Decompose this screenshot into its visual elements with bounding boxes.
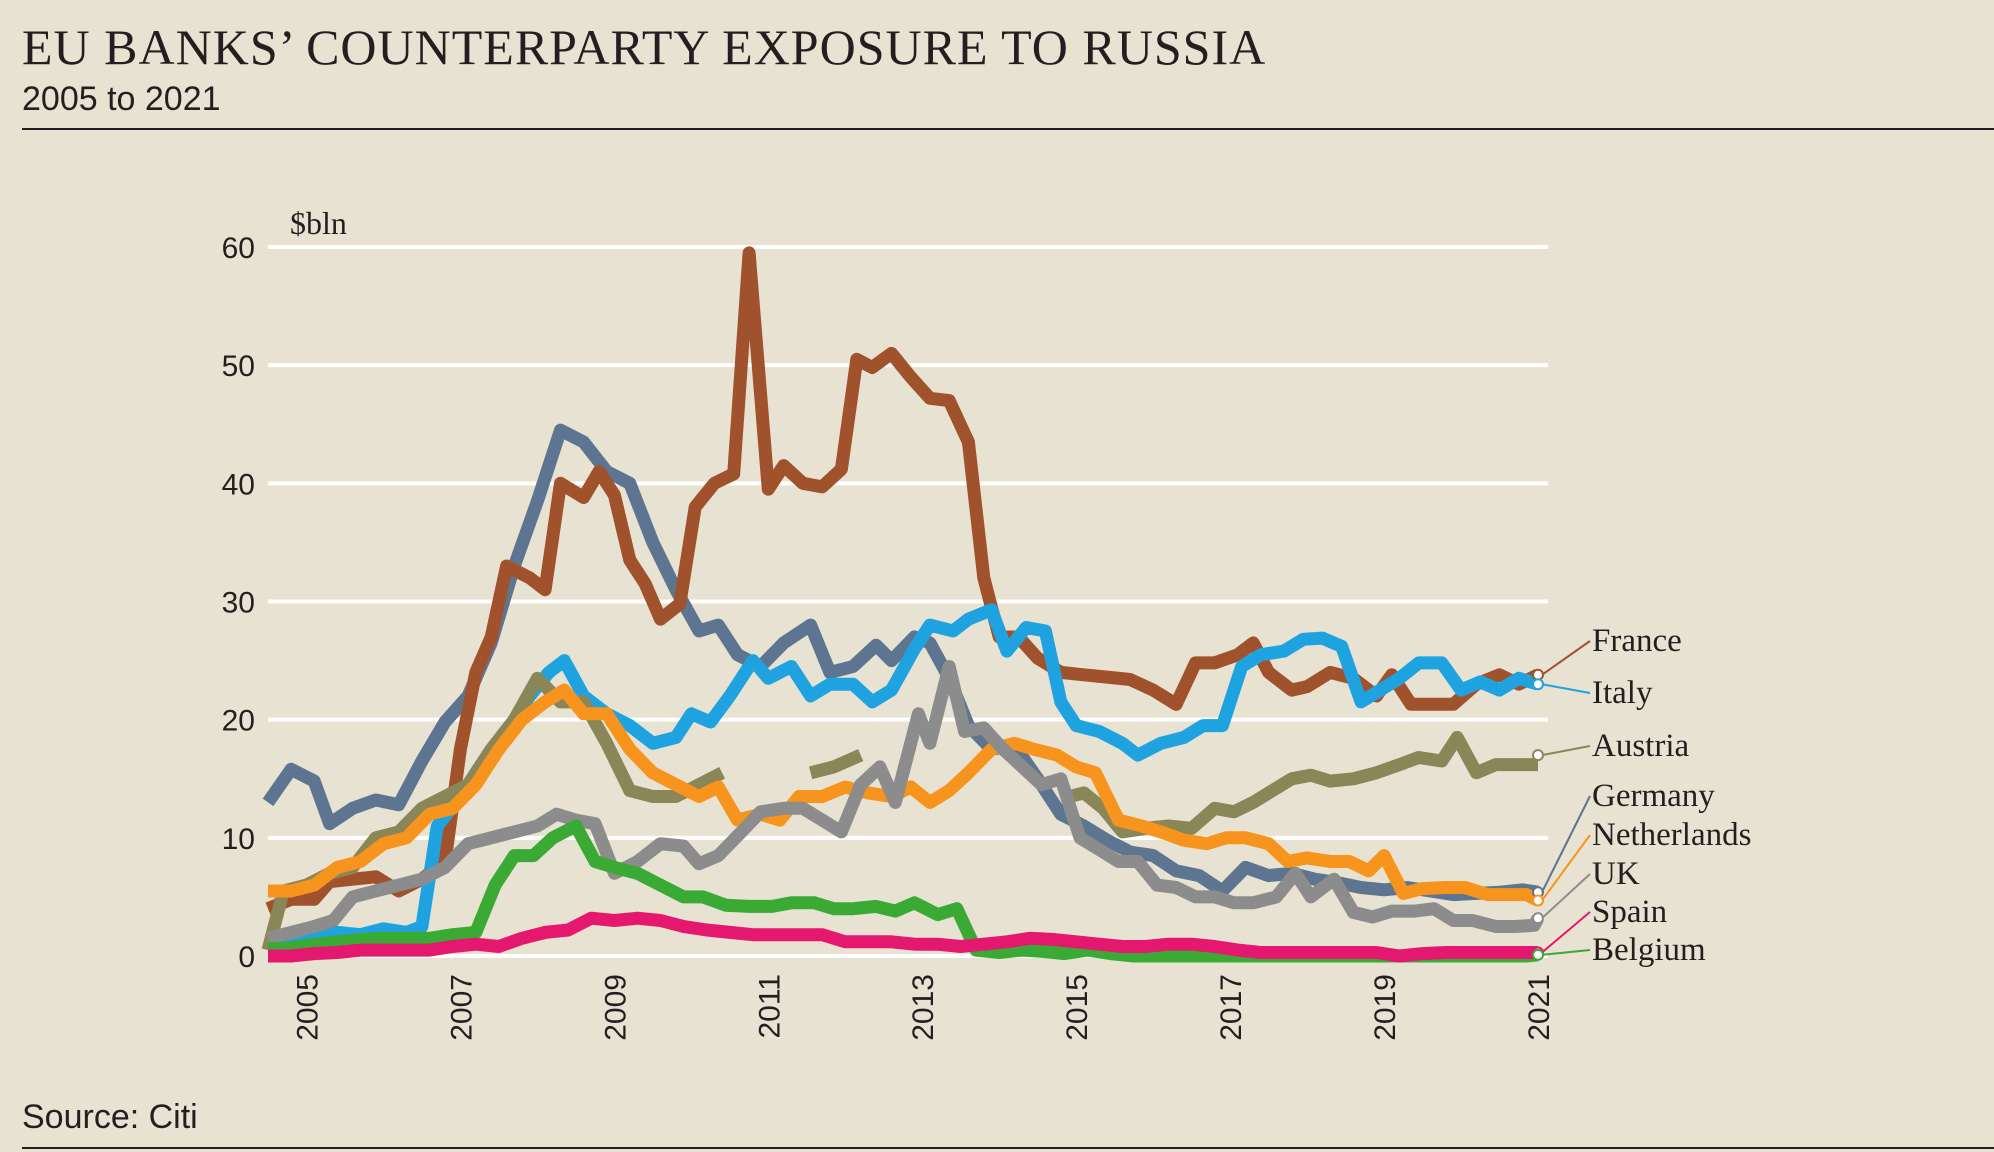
page-subtitle: 2005 to 2021	[22, 80, 221, 118]
y-axis-unit-label: $bln	[290, 205, 347, 241]
leader-line	[1541, 795, 1591, 893]
series-label-belgium: Belgium	[1592, 932, 1706, 968]
y-tick-label: 60	[222, 232, 255, 265]
header-divider	[22, 128, 1994, 130]
series-end-marker	[1532, 948, 1544, 961]
x-tick-label: 2011	[753, 974, 786, 1039]
leader-line	[1541, 834, 1591, 902]
y-tick-label: 10	[222, 823, 255, 856]
leader-line	[1541, 911, 1591, 954]
x-tick-label: 2005	[291, 974, 324, 1041]
series-lines	[261, 246, 1544, 963]
series-end-marker	[1532, 894, 1544, 907]
y-tick-label: 0	[238, 941, 255, 974]
x-tick-label: 2017	[1215, 974, 1248, 1041]
series-label-germany: Germany	[1592, 778, 1715, 814]
series-label-uk: UK	[1592, 856, 1640, 892]
series-end-marker	[1532, 749, 1544, 762]
series-label-france: France	[1592, 623, 1682, 659]
leader-line	[1541, 640, 1591, 676]
x-tick-label: 2015	[1061, 974, 1094, 1041]
source-note: Source: Citi	[22, 1098, 198, 1136]
y-axis: 0 10 20 30 40 50 60	[222, 232, 255, 974]
y-tick-label: 40	[222, 468, 255, 501]
series-end-marker	[1532, 912, 1544, 925]
x-tick-label: 2013	[907, 974, 940, 1041]
footer-divider	[22, 1147, 1994, 1149]
leader-line	[1541, 683, 1591, 694]
x-tick-label: 2007	[445, 974, 478, 1041]
series-line-france	[265, 246, 1541, 915]
series-label-spain: Spain	[1592, 894, 1667, 930]
series-label-netherlands: Netherlands	[1592, 817, 1751, 853]
x-tick-label: 2009	[599, 974, 632, 1041]
leader-line	[1541, 745, 1591, 757]
y-tick-label: 50	[222, 350, 255, 383]
x-axis: 2005 2007 2009 2011 2013 2015 2017 2019 2021	[291, 974, 1556, 1041]
y-tick-label: 20	[222, 705, 255, 738]
series-line-austria	[808, 749, 864, 780]
y-tick-label: 30	[222, 587, 255, 620]
x-tick-label: 2019	[1369, 974, 1402, 1041]
leader-line	[1541, 949, 1591, 956]
series-label-austria: Austria	[1592, 728, 1690, 764]
series-label-italy: Italy	[1592, 675, 1653, 711]
series-line-spain	[268, 911, 1538, 963]
leader-line	[1541, 873, 1591, 919]
series-end-marker	[1532, 678, 1544, 691]
x-tick-label: 2021	[1523, 974, 1556, 1041]
series-line-uk	[266, 660, 1544, 945]
legend-labels: France Italy Austria GermanyNetherlandsUKSp…	[1532, 623, 1751, 968]
page-title: EU BANKS’ COUNTERPARTY EXPOSURE TO RUSSI…	[22, 19, 1267, 75]
series-line-netherlands	[268, 683, 1541, 907]
